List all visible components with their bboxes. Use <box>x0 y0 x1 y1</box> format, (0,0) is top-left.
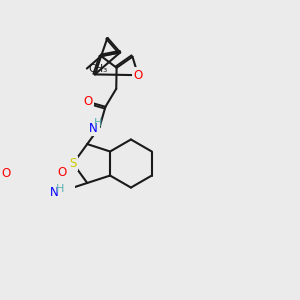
Text: O: O <box>134 69 143 82</box>
Text: O: O <box>1 167 10 180</box>
Text: N: N <box>50 186 58 199</box>
Text: O: O <box>57 166 66 179</box>
Text: O: O <box>84 95 93 108</box>
Text: H: H <box>94 118 102 128</box>
Text: N: N <box>89 122 98 135</box>
Text: S: S <box>69 157 77 170</box>
Text: H: H <box>56 184 64 194</box>
Text: CH₃: CH₃ <box>88 64 108 74</box>
